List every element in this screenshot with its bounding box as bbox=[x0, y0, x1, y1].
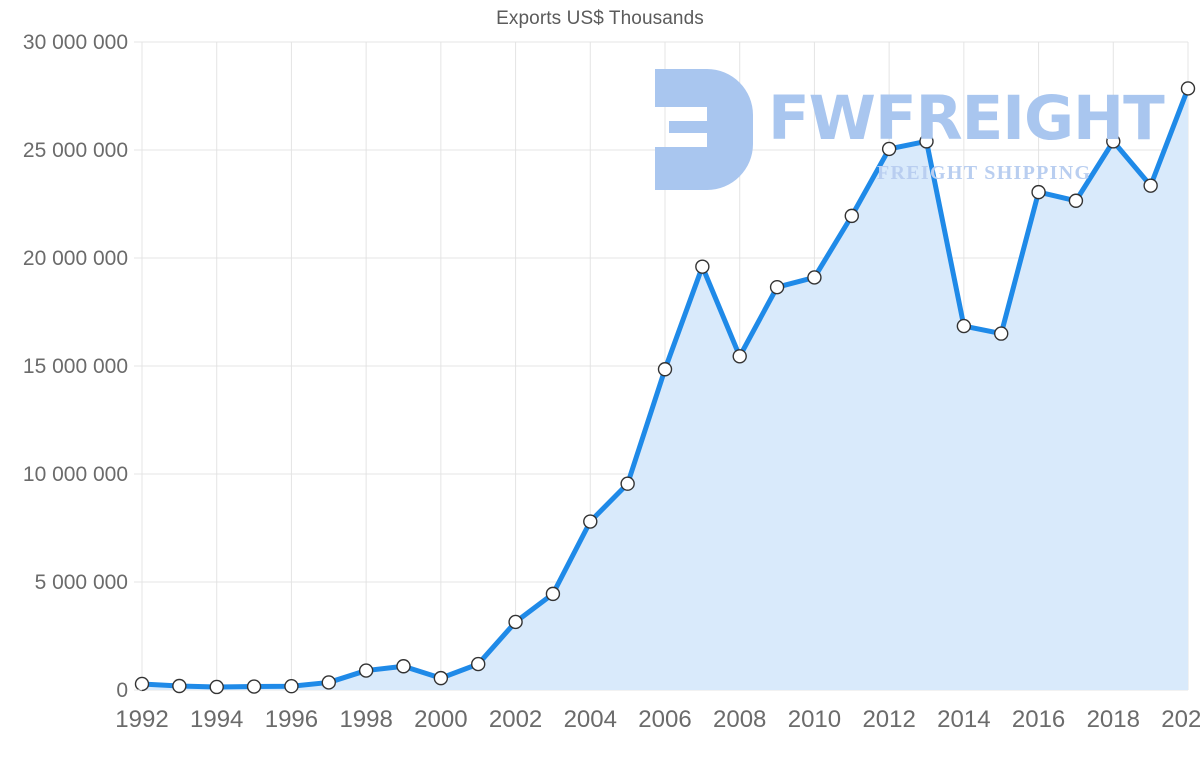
y-tick-label: 0 bbox=[116, 679, 128, 702]
data-point-marker[interactable] bbox=[246, 679, 262, 694]
x-axis: 1992 1994 1996 1998 2000 2002 2004 2006 2008 2010… bbox=[115, 706, 1200, 733]
data-point-marker[interactable] bbox=[134, 676, 150, 692]
x-tick-label: 2018 bbox=[1087, 706, 1140, 733]
x-tick-label: 2010 bbox=[788, 706, 841, 733]
y-axis: 0 5 000 000 10 000 000 15 000 000 20 000 000… bbox=[23, 31, 142, 702]
x-tick-label: 1996 bbox=[265, 706, 318, 733]
x-tick-label: 2008 bbox=[713, 706, 766, 733]
data-point-marker[interactable] bbox=[769, 279, 785, 295]
data-point-marker[interactable] bbox=[956, 318, 972, 334]
data-point-marker[interactable] bbox=[545, 586, 561, 602]
x-tick-label: 2002 bbox=[489, 706, 542, 733]
y-tick-label: 20 000 000 bbox=[23, 247, 128, 270]
x-tick-label: 1998 bbox=[339, 706, 392, 733]
x-tick-label: 1992 bbox=[115, 706, 168, 733]
x-tick-label: 2006 bbox=[638, 706, 691, 733]
data-point-marker[interactable] bbox=[358, 663, 374, 678]
series-area-fill bbox=[142, 88, 1188, 690]
data-point-marker[interactable] bbox=[172, 678, 187, 694]
y-tick-label: 30 000 000 bbox=[23, 31, 128, 54]
y-tick-label: 10 000 000 bbox=[23, 463, 128, 486]
data-point-marker[interactable] bbox=[695, 259, 710, 274]
x-tick-label: 2000 bbox=[414, 706, 467, 733]
chart-title: Exports US$ Thousands bbox=[496, 8, 704, 29]
data-point-marker[interactable] bbox=[732, 349, 747, 364]
x-tick-label: 2014 bbox=[937, 706, 990, 733]
data-point-marker[interactable] bbox=[508, 614, 523, 630]
data-point-marker[interactable] bbox=[1031, 184, 1046, 200]
data-point-marker[interactable] bbox=[844, 208, 859, 224]
data-point-marker[interactable] bbox=[396, 659, 411, 674]
x-tick-label: 2016 bbox=[1012, 706, 1065, 733]
series-markers bbox=[134, 81, 1196, 695]
data-point-marker[interactable] bbox=[583, 514, 598, 529]
x-tick-label: 1994 bbox=[190, 706, 243, 733]
y-tick-label: 25 000 000 bbox=[23, 139, 128, 162]
data-point-marker[interactable] bbox=[321, 675, 336, 690]
data-point-marker[interactable] bbox=[994, 326, 1009, 341]
y-tick-label: 15 000 000 bbox=[23, 355, 128, 378]
data-point-marker[interactable] bbox=[433, 670, 449, 686]
data-point-marker[interactable] bbox=[620, 476, 635, 491]
x-tick-label: 2004 bbox=[564, 706, 617, 733]
data-point-marker[interactable] bbox=[881, 141, 897, 157]
data-point-marker[interactable] bbox=[209, 679, 224, 695]
data-point-marker[interactable] bbox=[807, 270, 822, 285]
data-point-marker[interactable] bbox=[657, 362, 673, 377]
x-tick-label: 2012 bbox=[862, 706, 915, 733]
data-point-marker[interactable] bbox=[1068, 193, 1084, 208]
data-point-marker[interactable] bbox=[919, 134, 934, 149]
x-tick-label: 2020 bbox=[1161, 706, 1200, 733]
data-point-marker[interactable] bbox=[471, 656, 486, 672]
data-point-marker[interactable] bbox=[284, 679, 299, 694]
data-point-marker[interactable] bbox=[1106, 134, 1121, 149]
y-tick-label: 5 000 000 bbox=[35, 571, 128, 594]
data-point-marker[interactable] bbox=[1180, 81, 1196, 96]
data-point-marker[interactable] bbox=[1143, 178, 1158, 193]
